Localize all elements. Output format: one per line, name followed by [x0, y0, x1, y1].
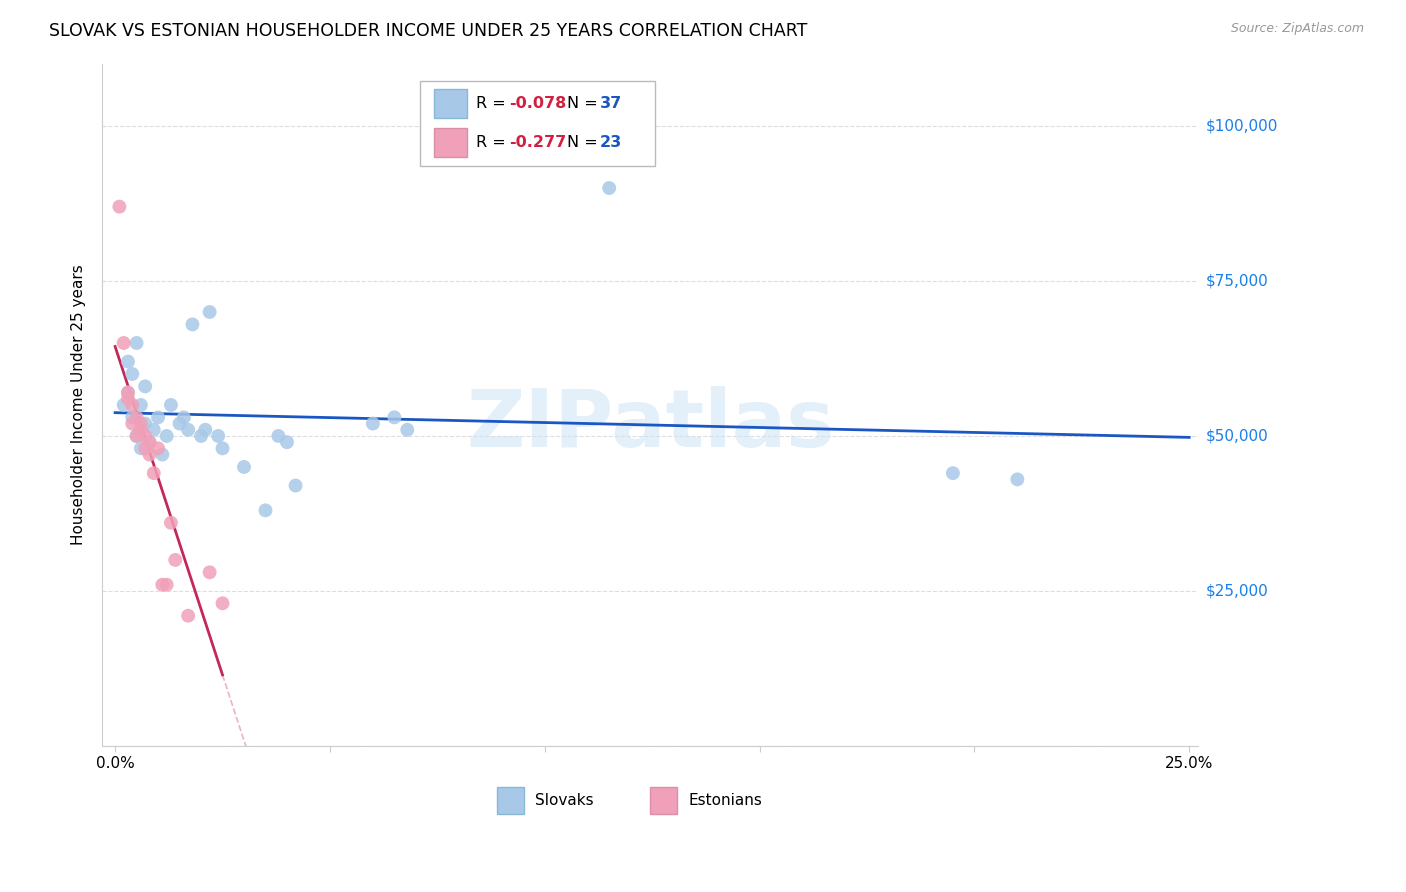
Point	[125, 429, 148, 443]
Point	[146, 442, 169, 456]
Point	[211, 442, 233, 456]
Point	[173, 410, 195, 425]
Point	[138, 435, 160, 450]
Point	[138, 448, 160, 462]
Point	[108, 200, 131, 214]
Text: 37: 37	[599, 96, 621, 112]
Point	[134, 442, 156, 456]
Text: SLOVAK VS ESTONIAN HOUSEHOLDER INCOME UNDER 25 YEARS CORRELATION CHART: SLOVAK VS ESTONIAN HOUSEHOLDER INCOME UN…	[49, 22, 807, 40]
Point	[121, 367, 143, 381]
Text: N =: N =	[567, 96, 603, 112]
Point	[233, 459, 256, 474]
FancyBboxPatch shape	[434, 128, 467, 157]
Point	[207, 429, 229, 443]
Point	[146, 410, 169, 425]
Point	[129, 442, 152, 456]
Point	[382, 410, 405, 425]
Point	[121, 398, 143, 412]
FancyBboxPatch shape	[420, 81, 655, 166]
Point	[138, 435, 160, 450]
Text: $50,000: $50,000	[1206, 428, 1268, 443]
Point	[125, 429, 148, 443]
Point	[177, 608, 200, 623]
Text: $75,000: $75,000	[1206, 274, 1268, 288]
Point	[150, 578, 173, 592]
Point	[156, 429, 179, 443]
Point	[361, 417, 384, 431]
Point	[125, 336, 148, 351]
Point	[129, 423, 152, 437]
Text: Estonians: Estonians	[689, 793, 762, 808]
Point	[117, 354, 139, 368]
Point	[156, 578, 179, 592]
Point	[396, 423, 419, 437]
Point	[181, 318, 204, 332]
FancyBboxPatch shape	[434, 89, 467, 118]
Text: $25,000: $25,000	[1206, 583, 1268, 599]
FancyBboxPatch shape	[650, 787, 678, 814]
Point	[117, 385, 139, 400]
Text: 23: 23	[599, 135, 621, 150]
Point	[198, 566, 221, 580]
Point	[942, 466, 965, 480]
Text: -0.277: -0.277	[509, 135, 567, 150]
Text: N =: N =	[567, 135, 603, 150]
Point	[134, 379, 156, 393]
Point	[150, 448, 173, 462]
Y-axis label: Householder Income Under 25 years: Householder Income Under 25 years	[72, 265, 86, 545]
Point	[276, 435, 298, 450]
Point	[254, 503, 277, 517]
Text: -0.078: -0.078	[509, 96, 567, 112]
Text: ZIPatlas: ZIPatlas	[465, 386, 834, 465]
Point	[134, 417, 156, 431]
Point	[117, 392, 139, 406]
Point	[121, 417, 143, 431]
Point	[142, 466, 165, 480]
Text: R =: R =	[475, 96, 510, 112]
Point	[165, 553, 187, 567]
Point	[267, 429, 290, 443]
Text: Source: ZipAtlas.com: Source: ZipAtlas.com	[1230, 22, 1364, 36]
Point	[142, 423, 165, 437]
Point	[160, 398, 183, 412]
Point	[117, 385, 139, 400]
Point	[169, 417, 191, 431]
Point	[194, 423, 217, 437]
Point	[211, 596, 233, 610]
Point	[160, 516, 183, 530]
Point	[129, 417, 152, 431]
Text: $100,000: $100,000	[1206, 119, 1278, 134]
Text: Slovaks: Slovaks	[534, 793, 593, 808]
Point	[190, 429, 212, 443]
Text: R =: R =	[475, 135, 510, 150]
FancyBboxPatch shape	[496, 787, 524, 814]
Point	[134, 429, 156, 443]
Point	[284, 478, 307, 492]
Point	[112, 398, 135, 412]
Point	[121, 410, 143, 425]
Point	[1007, 472, 1029, 486]
Point	[129, 398, 152, 412]
Point	[198, 305, 221, 319]
Point	[112, 336, 135, 351]
Point	[125, 410, 148, 425]
Point	[598, 181, 620, 195]
Point	[177, 423, 200, 437]
